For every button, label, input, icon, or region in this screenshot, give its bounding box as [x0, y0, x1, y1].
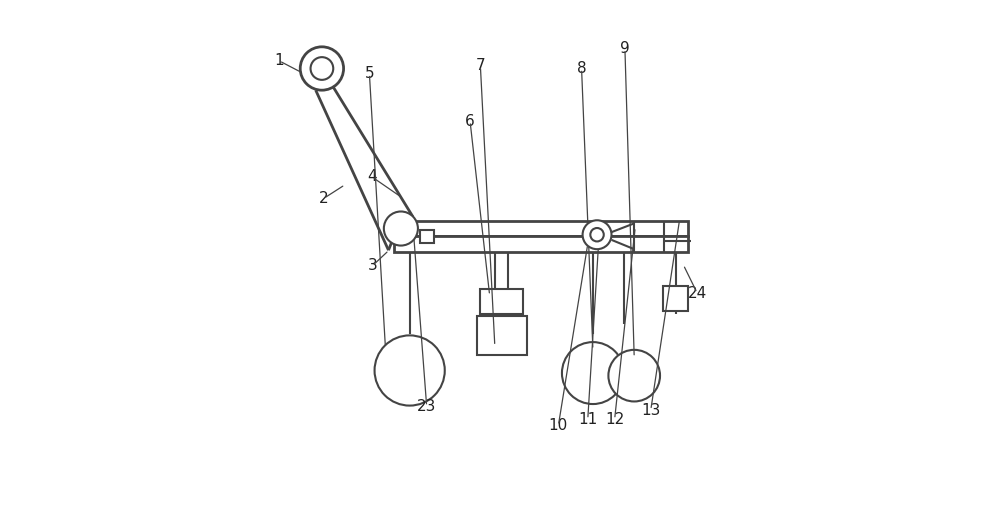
Circle shape — [311, 57, 333, 80]
Text: 10: 10 — [549, 418, 568, 433]
Bar — [477, 316, 527, 355]
Text: 7: 7 — [476, 59, 485, 73]
Text: 3: 3 — [368, 258, 377, 273]
Text: 11: 11 — [578, 412, 597, 427]
Text: 13: 13 — [641, 403, 660, 418]
Bar — [394, 221, 688, 236]
Text: 23: 23 — [417, 399, 436, 414]
Circle shape — [562, 342, 624, 404]
Text: 1: 1 — [274, 53, 284, 69]
Bar — [663, 286, 688, 311]
Text: 5: 5 — [365, 66, 374, 81]
Text: 2: 2 — [319, 191, 328, 206]
Text: 6: 6 — [465, 114, 475, 129]
Bar — [420, 230, 434, 243]
Bar — [394, 236, 688, 252]
Circle shape — [300, 47, 344, 90]
Text: 12: 12 — [605, 412, 624, 427]
Circle shape — [590, 228, 604, 241]
Text: 9: 9 — [620, 42, 630, 57]
Bar — [480, 289, 523, 313]
Text: 24: 24 — [688, 285, 707, 301]
Circle shape — [375, 335, 445, 405]
Circle shape — [583, 220, 612, 249]
Text: 8: 8 — [577, 61, 586, 76]
Circle shape — [608, 350, 660, 402]
Text: 4: 4 — [367, 169, 377, 184]
Circle shape — [384, 211, 418, 245]
